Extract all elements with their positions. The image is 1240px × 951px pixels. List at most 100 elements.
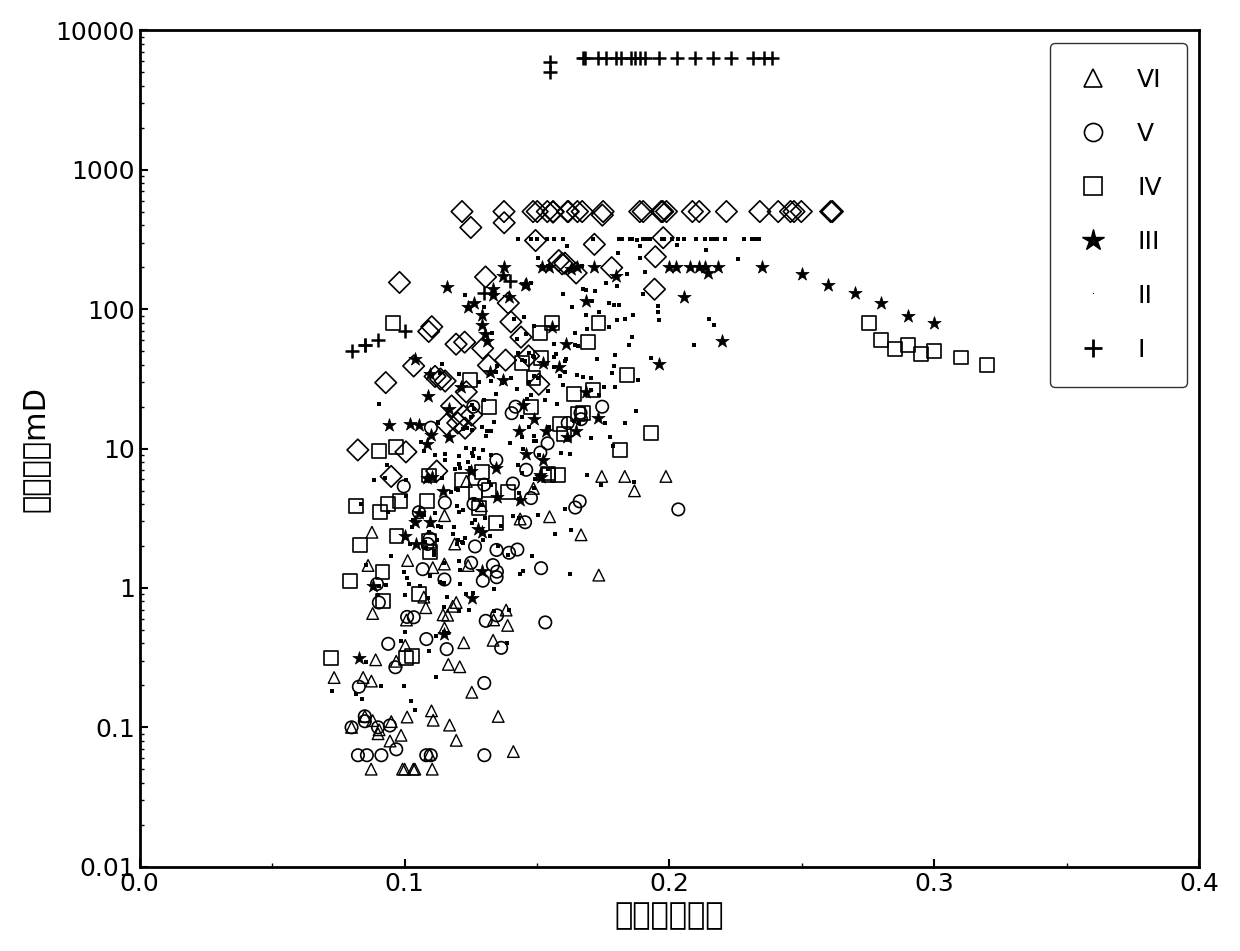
III: [472, 307, 492, 322]
VI: [459, 558, 479, 573]
V: [379, 718, 399, 733]
III: [477, 334, 497, 349]
VI: [454, 635, 474, 650]
II: [448, 532, 467, 547]
Point: [469, 500, 489, 515]
III: [494, 260, 513, 275]
III: [844, 285, 864, 301]
IV: [552, 256, 572, 271]
Point: [497, 484, 517, 499]
II: [450, 460, 470, 476]
III: [409, 506, 429, 521]
II: [434, 575, 454, 591]
II: [547, 397, 567, 412]
V: [420, 531, 440, 546]
II: [584, 232, 604, 247]
II: [556, 501, 575, 516]
II: [371, 678, 391, 693]
I: [541, 54, 560, 69]
II: [636, 232, 656, 247]
VI: [471, 498, 491, 514]
VI: [363, 606, 383, 621]
VI: [414, 590, 434, 605]
Point: [417, 493, 436, 508]
IV: [645, 281, 665, 297]
Point: [419, 468, 439, 483]
II: [370, 397, 389, 412]
II: [578, 321, 598, 337]
II: [547, 346, 567, 361]
V: [464, 399, 484, 415]
II: [434, 555, 454, 571]
Point: [368, 443, 388, 458]
IV: [556, 256, 575, 271]
VI: [397, 612, 417, 628]
Point: [589, 316, 609, 331]
II: [427, 629, 446, 644]
VI: [440, 717, 460, 732]
Point: [911, 346, 931, 361]
II: [481, 423, 501, 438]
II: [381, 549, 401, 564]
IV: [454, 408, 474, 423]
II: [744, 232, 764, 247]
IV: [656, 204, 676, 219]
II: [434, 624, 454, 639]
VI: [625, 483, 645, 498]
VI: [497, 618, 517, 633]
III: [459, 300, 479, 315]
II: [525, 429, 544, 444]
III: [872, 296, 892, 311]
II: [649, 313, 668, 328]
IV: [496, 353, 516, 368]
II: [503, 509, 523, 524]
II: [424, 547, 444, 562]
III: [539, 260, 559, 275]
II: [321, 683, 341, 698]
VI: [423, 712, 443, 728]
II: [523, 319, 543, 334]
II: [512, 353, 532, 368]
V: [465, 539, 485, 554]
Point: [346, 498, 366, 514]
II: [402, 519, 422, 534]
VI: [361, 762, 381, 777]
II: [475, 300, 495, 315]
III: [536, 423, 556, 438]
III: [350, 650, 370, 666]
V: [436, 642, 456, 657]
IV: [572, 204, 591, 219]
III: [407, 536, 427, 552]
Point: [480, 399, 500, 415]
VI: [396, 638, 415, 653]
II: [441, 484, 461, 499]
Point: [610, 443, 630, 458]
II: [622, 232, 642, 247]
V: [420, 747, 440, 763]
VI: [591, 469, 611, 484]
IV: [646, 249, 666, 264]
V: [348, 679, 368, 694]
IV: [441, 398, 461, 414]
V: [668, 502, 688, 517]
II: [734, 232, 754, 247]
II: [487, 359, 507, 374]
II: [470, 450, 490, 465]
II: [594, 379, 614, 395]
II: [428, 415, 448, 430]
III: [469, 521, 489, 536]
II: [425, 506, 445, 521]
V: [355, 713, 374, 728]
II: [577, 307, 596, 322]
V: [417, 631, 436, 647]
II: [589, 304, 609, 320]
Point: [486, 515, 506, 531]
I: [541, 64, 560, 79]
IV: [780, 204, 800, 219]
I: [606, 50, 626, 66]
V: [397, 610, 417, 625]
III: [362, 578, 382, 593]
II: [567, 367, 587, 382]
III: [898, 308, 918, 323]
IV: [791, 204, 811, 219]
